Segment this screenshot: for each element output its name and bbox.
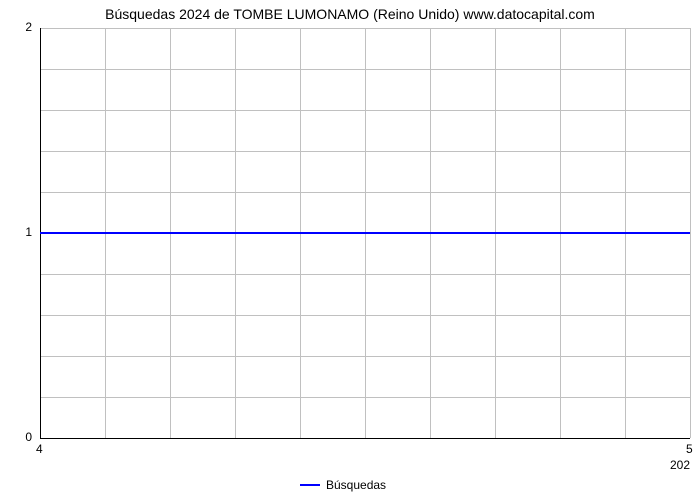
y-tick-label: 1 xyxy=(25,225,32,239)
grid-line-horizontal xyxy=(40,315,690,316)
grid-line-horizontal xyxy=(40,397,690,398)
grid-line-vertical xyxy=(690,28,691,438)
legend: Búsquedas xyxy=(300,478,386,492)
grid-line-horizontal xyxy=(40,356,690,357)
x-secondary-label: 202 xyxy=(670,458,690,472)
legend-swatch xyxy=(300,484,320,486)
chart-title: Búsquedas 2024 de TOMBE LUMONAMO (Reino … xyxy=(0,6,700,22)
grid-line-horizontal xyxy=(40,274,690,275)
x-axis xyxy=(40,438,690,439)
y-tick-label: 0 xyxy=(25,430,32,444)
y-tick-label: 2 xyxy=(25,20,32,34)
grid-line-horizontal xyxy=(40,69,690,70)
grid-line-horizontal xyxy=(40,151,690,152)
x-tick-label: 4 xyxy=(36,442,43,456)
grid-line-horizontal xyxy=(40,28,690,29)
legend-label: Búsquedas xyxy=(326,478,386,492)
series-line xyxy=(40,232,690,234)
x-tick-label: 5 xyxy=(686,442,693,456)
grid-line-horizontal xyxy=(40,192,690,193)
chart-container: Búsquedas 2024 de TOMBE LUMONAMO (Reino … xyxy=(0,0,700,500)
grid-line-horizontal xyxy=(40,110,690,111)
